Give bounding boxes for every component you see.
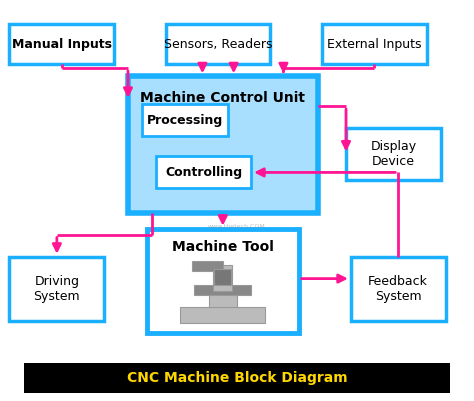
- FancyBboxPatch shape: [180, 307, 265, 323]
- FancyBboxPatch shape: [213, 265, 232, 291]
- FancyBboxPatch shape: [24, 363, 450, 393]
- FancyBboxPatch shape: [346, 128, 441, 180]
- Text: Sensors, Readers: Sensors, Readers: [164, 38, 272, 51]
- FancyBboxPatch shape: [351, 257, 446, 321]
- FancyBboxPatch shape: [156, 156, 251, 188]
- FancyBboxPatch shape: [209, 293, 237, 307]
- Text: Driving
System: Driving System: [34, 275, 80, 303]
- Text: Machine Tool: Machine Tool: [172, 240, 273, 253]
- Text: Feedback
System: Feedback System: [368, 275, 428, 303]
- Text: External Inputs: External Inputs: [327, 38, 422, 51]
- Text: Manual Inputs: Manual Inputs: [12, 38, 111, 51]
- FancyBboxPatch shape: [9, 257, 104, 321]
- FancyBboxPatch shape: [147, 229, 299, 333]
- FancyBboxPatch shape: [142, 104, 228, 136]
- FancyBboxPatch shape: [194, 285, 251, 295]
- Text: Controlling: Controlling: [165, 166, 242, 179]
- Text: Machine Control Unit: Machine Control Unit: [140, 91, 305, 105]
- FancyBboxPatch shape: [128, 76, 318, 213]
- Text: Processing: Processing: [147, 114, 223, 127]
- FancyBboxPatch shape: [9, 24, 114, 64]
- FancyBboxPatch shape: [192, 261, 223, 271]
- Text: Display
Device: Display Device: [370, 140, 417, 168]
- FancyBboxPatch shape: [166, 24, 270, 64]
- FancyBboxPatch shape: [214, 269, 231, 285]
- Text: CNC Machine Block Diagram: CNC Machine Block Diagram: [127, 371, 347, 385]
- FancyBboxPatch shape: [322, 24, 427, 64]
- Text: www.thetech.COM: www.thetech.COM: [208, 224, 266, 229]
